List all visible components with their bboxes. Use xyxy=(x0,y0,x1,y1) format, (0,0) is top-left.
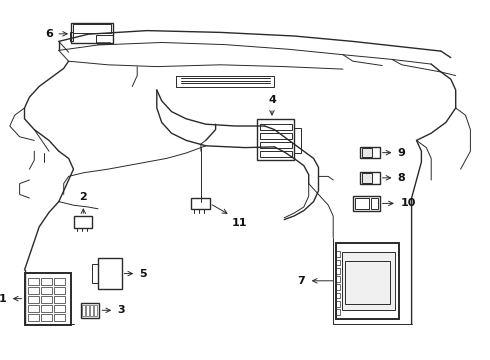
Bar xyxy=(353,196,380,211)
Bar xyxy=(336,260,340,265)
Text: 4: 4 xyxy=(268,95,276,105)
Bar xyxy=(360,172,380,184)
Bar xyxy=(257,119,294,160)
Bar xyxy=(294,128,301,153)
Text: 5: 5 xyxy=(140,269,147,279)
Bar xyxy=(360,147,380,158)
Text: 3: 3 xyxy=(118,305,125,315)
Bar xyxy=(54,278,65,285)
Text: 7: 7 xyxy=(297,276,305,286)
Bar xyxy=(54,314,65,321)
Bar xyxy=(106,42,110,44)
Bar xyxy=(336,309,340,315)
Bar xyxy=(28,296,39,303)
Bar xyxy=(260,133,292,139)
Bar xyxy=(336,251,340,257)
Bar xyxy=(28,314,39,321)
Text: 10: 10 xyxy=(400,198,416,208)
Bar xyxy=(74,216,92,228)
Bar xyxy=(336,276,340,282)
Bar xyxy=(362,148,372,157)
Text: 8: 8 xyxy=(397,173,405,183)
Bar xyxy=(41,278,52,285)
Bar xyxy=(336,243,399,319)
Text: 11: 11 xyxy=(231,218,247,228)
Bar xyxy=(191,198,210,209)
Bar xyxy=(371,198,378,209)
Bar xyxy=(86,305,89,316)
Text: 9: 9 xyxy=(397,148,405,158)
Bar xyxy=(70,32,73,41)
Text: 2: 2 xyxy=(79,192,87,202)
Bar xyxy=(41,305,52,312)
Bar xyxy=(82,305,85,316)
Bar xyxy=(98,258,122,289)
Bar xyxy=(336,301,340,307)
Bar xyxy=(90,305,93,316)
Bar xyxy=(54,296,65,303)
Bar xyxy=(28,278,39,285)
Bar xyxy=(28,305,39,312)
Bar xyxy=(41,296,52,303)
Bar xyxy=(336,284,340,290)
Bar xyxy=(54,305,65,312)
Bar xyxy=(41,287,52,294)
Bar xyxy=(71,23,113,43)
Bar xyxy=(73,24,111,33)
Text: 1: 1 xyxy=(0,294,6,303)
Bar xyxy=(101,42,105,44)
Bar xyxy=(260,124,292,130)
Bar xyxy=(260,151,292,157)
Bar xyxy=(94,305,97,316)
Text: 6: 6 xyxy=(45,29,53,39)
Bar xyxy=(336,293,340,298)
Bar xyxy=(96,35,113,43)
Bar xyxy=(362,173,372,183)
Bar xyxy=(24,273,71,325)
Bar xyxy=(81,303,99,318)
Bar xyxy=(345,261,390,304)
Bar xyxy=(97,42,100,44)
Bar xyxy=(41,314,52,321)
Bar xyxy=(28,287,39,294)
Bar xyxy=(260,142,292,148)
Bar xyxy=(342,252,395,310)
Bar xyxy=(355,198,369,209)
Bar xyxy=(54,287,65,294)
Bar xyxy=(336,268,340,274)
